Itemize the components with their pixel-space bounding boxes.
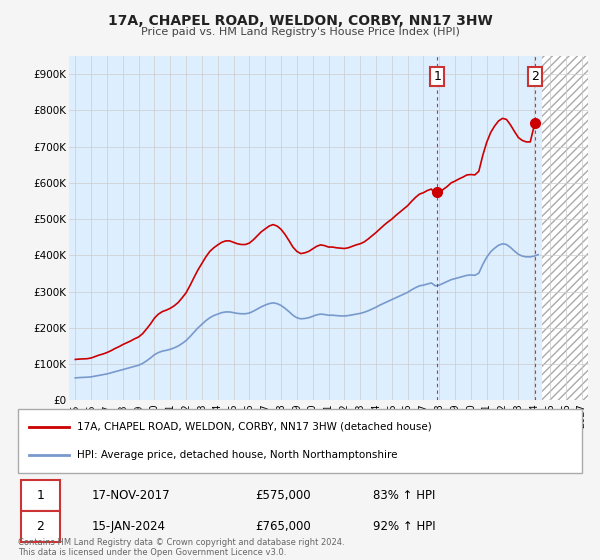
FancyBboxPatch shape (18, 409, 582, 473)
Text: 2: 2 (531, 70, 539, 83)
Text: 2: 2 (37, 520, 44, 533)
Text: £765,000: £765,000 (255, 520, 311, 533)
Text: 1: 1 (433, 70, 442, 83)
Bar (542, 56, 588, 400)
Text: Price paid vs. HM Land Registry's House Price Index (HPI): Price paid vs. HM Land Registry's House … (140, 27, 460, 37)
Text: 83% ↑ HPI: 83% ↑ HPI (373, 489, 436, 502)
Text: 17A, CHAPEL ROAD, WELDON, CORBY, NN17 3HW: 17A, CHAPEL ROAD, WELDON, CORBY, NN17 3H… (107, 14, 493, 28)
Text: 1: 1 (37, 489, 44, 502)
Text: 92% ↑ HPI: 92% ↑ HPI (373, 520, 436, 533)
Text: HPI: Average price, detached house, North Northamptonshire: HPI: Average price, detached house, Nort… (77, 450, 398, 460)
Bar (542, 56, 588, 400)
Text: £575,000: £575,000 (255, 489, 311, 502)
Text: Contains HM Land Registry data © Crown copyright and database right 2024.
This d: Contains HM Land Registry data © Crown c… (18, 538, 344, 557)
Text: 17-NOV-2017: 17-NOV-2017 (91, 489, 170, 502)
FancyBboxPatch shape (21, 511, 61, 542)
Text: 15-JAN-2024: 15-JAN-2024 (91, 520, 166, 533)
FancyBboxPatch shape (21, 480, 61, 511)
Text: 17A, CHAPEL ROAD, WELDON, CORBY, NN17 3HW (detached house): 17A, CHAPEL ROAD, WELDON, CORBY, NN17 3H… (77, 422, 432, 432)
